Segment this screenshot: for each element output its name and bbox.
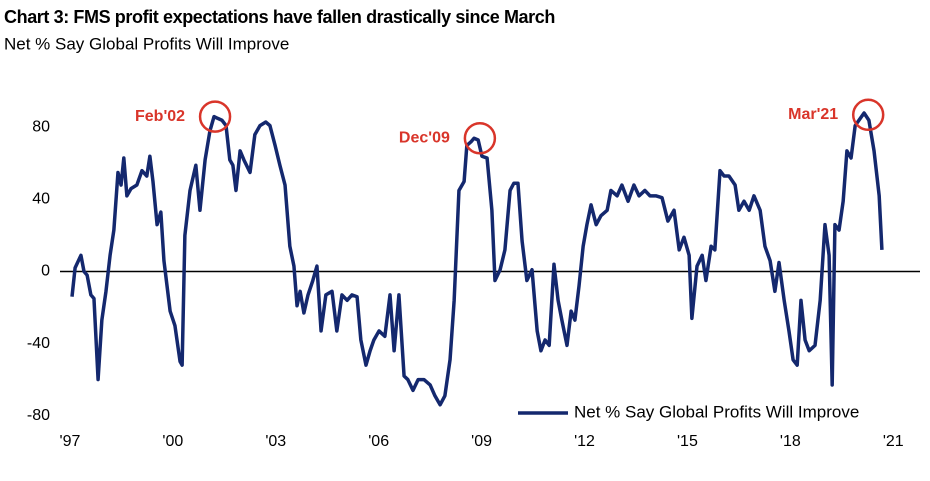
annotation-circle: [198, 100, 232, 133]
annotation-label: Feb'02: [135, 108, 185, 125]
y-tick-label: -80: [27, 407, 50, 424]
annotation-circle: [463, 121, 497, 155]
annotation-label: Dec'09: [399, 129, 450, 146]
x-tick-label: '00: [162, 433, 183, 450]
annotation-label: Mar'21: [788, 106, 838, 123]
annotation-circle: [851, 98, 885, 132]
chart-title: Chart 3: FMS profit expectations have fa…: [4, 7, 555, 27]
x-tick-label: '21: [883, 433, 904, 450]
y-tick-label: 40: [32, 191, 50, 208]
x-tick-label: '03: [265, 433, 286, 450]
legend-label: Net % Say Global Profits Will Improve: [574, 402, 859, 421]
x-tick-label: '09: [471, 433, 492, 450]
y-tick-label: -40: [27, 335, 50, 352]
x-tick-label: '18: [780, 433, 801, 450]
data-line: [70, 111, 884, 407]
y-tick-label: 80: [32, 119, 50, 136]
y-tick-label: 0: [41, 263, 50, 280]
x-tick-label: '15: [677, 433, 698, 450]
x-tick-label: '97: [60, 433, 81, 450]
x-tick-label: '12: [574, 433, 595, 450]
x-tick-label: '06: [368, 433, 389, 450]
chart-subtitle: Net % Say Global Profits Will Improve: [4, 34, 289, 53]
